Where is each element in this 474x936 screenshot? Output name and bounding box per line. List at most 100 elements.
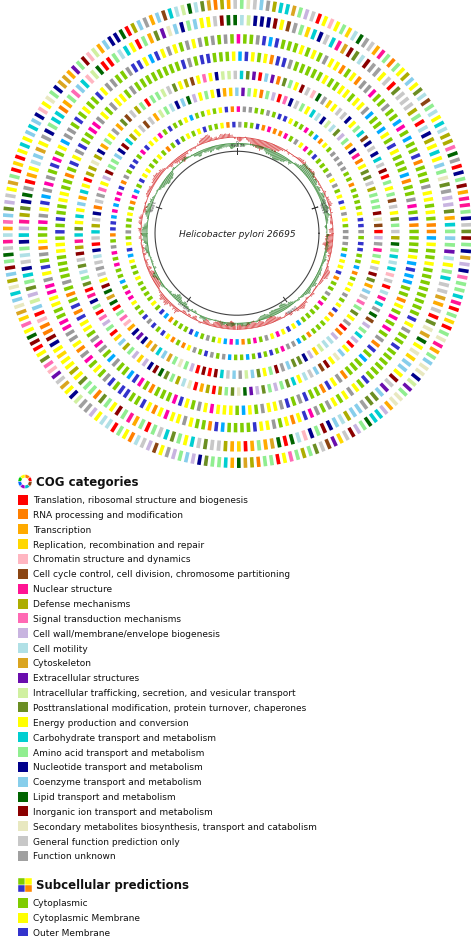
Wedge shape	[122, 430, 130, 440]
Wedge shape	[405, 142, 415, 150]
Wedge shape	[343, 319, 351, 327]
Wedge shape	[384, 186, 393, 192]
Wedge shape	[56, 249, 65, 254]
Wedge shape	[326, 336, 334, 345]
Wedge shape	[377, 72, 386, 82]
Bar	[25, 878, 32, 885]
Wedge shape	[70, 123, 80, 131]
Wedge shape	[359, 294, 368, 300]
Wedge shape	[381, 174, 390, 181]
Wedge shape	[246, 0, 250, 10]
Wedge shape	[284, 379, 291, 388]
Wedge shape	[253, 90, 257, 98]
Wedge shape	[25, 477, 32, 482]
Wedge shape	[337, 162, 343, 168]
Wedge shape	[444, 318, 455, 326]
Wedge shape	[124, 26, 132, 37]
Bar	[18, 614, 28, 623]
Wedge shape	[95, 267, 104, 271]
Wedge shape	[222, 405, 227, 416]
Wedge shape	[372, 206, 381, 211]
Wedge shape	[322, 35, 330, 46]
Wedge shape	[183, 80, 190, 89]
Wedge shape	[29, 339, 40, 346]
Wedge shape	[210, 440, 215, 451]
Wedge shape	[111, 53, 120, 65]
Wedge shape	[142, 121, 150, 130]
Wedge shape	[25, 130, 36, 139]
Wedge shape	[160, 29, 166, 39]
Bar	[18, 913, 28, 923]
Wedge shape	[311, 154, 318, 161]
Wedge shape	[127, 212, 133, 217]
Wedge shape	[448, 306, 459, 313]
Wedge shape	[105, 170, 114, 177]
Wedge shape	[456, 183, 467, 189]
Wedge shape	[62, 324, 72, 332]
Wedge shape	[278, 131, 283, 138]
Wedge shape	[454, 287, 465, 294]
Wedge shape	[91, 122, 101, 130]
Wedge shape	[353, 77, 362, 86]
Wedge shape	[280, 40, 286, 51]
Wedge shape	[194, 113, 200, 120]
Wedge shape	[166, 86, 173, 95]
Wedge shape	[242, 406, 246, 416]
Wedge shape	[84, 287, 93, 294]
Wedge shape	[394, 337, 404, 345]
Wedge shape	[147, 296, 153, 302]
Wedge shape	[9, 285, 19, 291]
Wedge shape	[217, 36, 221, 46]
Wedge shape	[307, 370, 314, 379]
Wedge shape	[81, 139, 91, 146]
Bar	[18, 569, 28, 579]
Wedge shape	[384, 109, 394, 118]
Wedge shape	[18, 315, 29, 323]
Wedge shape	[177, 81, 183, 91]
Wedge shape	[19, 241, 29, 244]
Wedge shape	[372, 68, 382, 78]
Wedge shape	[273, 19, 278, 30]
Wedge shape	[137, 282, 144, 286]
Wedge shape	[316, 53, 323, 63]
Wedge shape	[224, 36, 228, 45]
Wedge shape	[343, 411, 351, 422]
Wedge shape	[337, 265, 344, 270]
Wedge shape	[419, 331, 430, 339]
Wedge shape	[3, 247, 13, 251]
Wedge shape	[185, 134, 191, 140]
Text: Cytoplasmic: Cytoplasmic	[33, 899, 89, 907]
Wedge shape	[291, 7, 297, 17]
Wedge shape	[333, 22, 340, 33]
Wedge shape	[369, 414, 378, 424]
Wedge shape	[357, 164, 366, 171]
Wedge shape	[212, 53, 217, 64]
Wedge shape	[278, 4, 283, 14]
Wedge shape	[167, 9, 174, 20]
Wedge shape	[92, 218, 100, 223]
Wedge shape	[317, 344, 324, 353]
Wedge shape	[327, 20, 335, 30]
Wedge shape	[57, 262, 67, 267]
Wedge shape	[345, 367, 353, 376]
Wedge shape	[202, 127, 207, 134]
Wedge shape	[404, 78, 414, 87]
Wedge shape	[248, 405, 252, 416]
Wedge shape	[163, 410, 170, 420]
Wedge shape	[82, 325, 92, 333]
Wedge shape	[214, 422, 219, 431]
Wedge shape	[272, 3, 277, 13]
Wedge shape	[187, 380, 192, 389]
Wedge shape	[349, 362, 358, 372]
Wedge shape	[146, 441, 153, 451]
Wedge shape	[64, 134, 73, 141]
Wedge shape	[90, 299, 99, 305]
Wedge shape	[409, 237, 419, 241]
Wedge shape	[79, 270, 88, 275]
Wedge shape	[296, 395, 303, 404]
Text: RNA processing and modification: RNA processing and modification	[33, 510, 183, 519]
Wedge shape	[76, 345, 85, 354]
Wedge shape	[85, 75, 95, 85]
Wedge shape	[378, 329, 388, 338]
Wedge shape	[120, 71, 128, 80]
